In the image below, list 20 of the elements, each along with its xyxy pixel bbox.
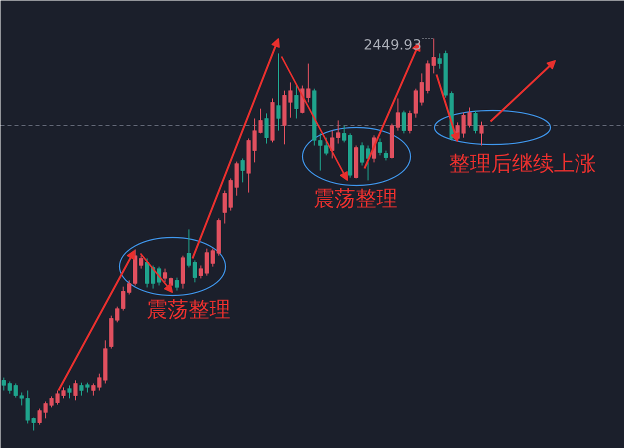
candlestick — [240, 158, 245, 183]
candlestick — [174, 277, 180, 292]
candlestick — [61, 386, 66, 399]
annotation: 震荡整理 — [314, 186, 398, 210]
candlestick — [324, 137, 328, 156]
candlestick — [264, 112, 269, 144]
candlestick — [294, 85, 298, 119]
candlestick — [276, 52, 281, 132]
candlestick — [384, 150, 388, 161]
candlestick — [473, 110, 478, 134]
candlestick — [73, 380, 78, 401]
candlestick — [378, 138, 382, 156]
candlestick — [479, 121, 484, 146]
candlestick — [67, 384, 72, 399]
annotation: 整理后继续上涨 — [449, 152, 596, 176]
candlestick — [55, 390, 60, 406]
candlestick — [162, 268, 168, 283]
candlestick — [402, 110, 406, 134]
candlestick — [318, 132, 322, 172]
annotation: 震荡整理 — [146, 298, 230, 322]
